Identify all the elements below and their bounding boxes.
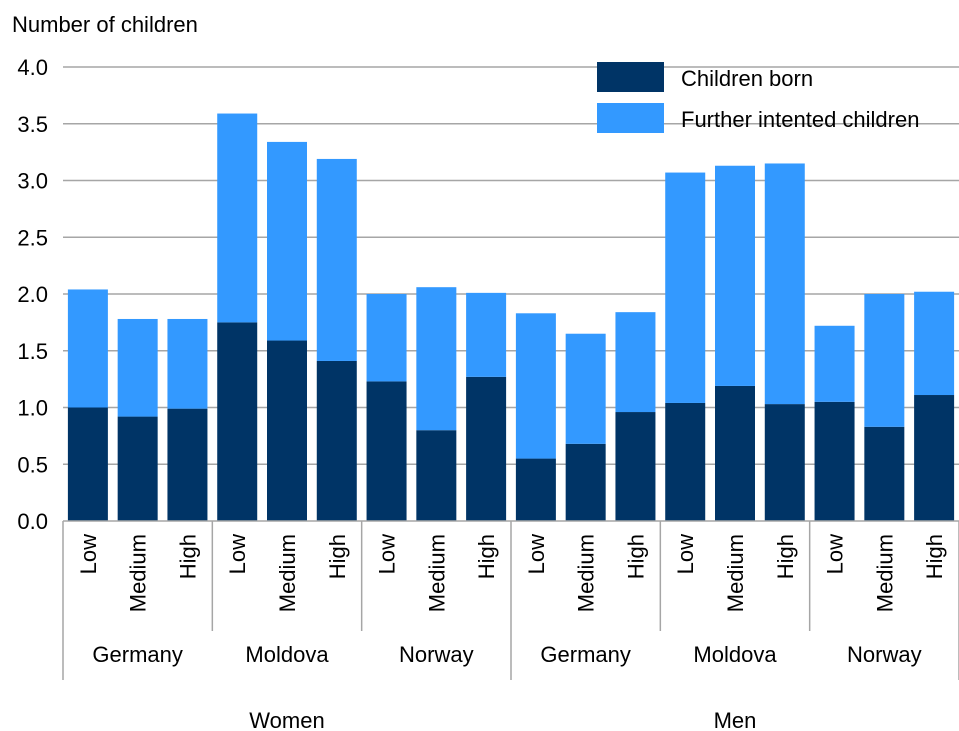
country-label: Norway bbox=[847, 642, 922, 667]
bar-children-born bbox=[117, 416, 158, 521]
bar-further-intended bbox=[665, 172, 706, 403]
y-tick-label: 2.5 bbox=[17, 225, 48, 250]
bar-children-born bbox=[814, 401, 855, 521]
bar-children-born bbox=[914, 395, 955, 521]
y-tick-label: 3.5 bbox=[17, 112, 48, 137]
bar-children-born bbox=[67, 407, 108, 521]
x-tick-label: Medium bbox=[275, 534, 300, 612]
bar-further-intended bbox=[615, 312, 656, 413]
bar-children-born bbox=[416, 430, 457, 521]
x-tick-label: Low bbox=[375, 534, 400, 574]
x-tick-label: Medium bbox=[126, 534, 151, 612]
x-tick-label: Medium bbox=[574, 534, 599, 612]
bar-children-born bbox=[665, 402, 706, 521]
y-tick-label: 1.0 bbox=[17, 396, 48, 421]
bar-further-intended bbox=[515, 313, 556, 459]
country-label: Germany bbox=[540, 642, 630, 667]
x-tick-label: Low bbox=[673, 534, 698, 574]
y-tick-label: 1.5 bbox=[17, 339, 48, 364]
bar-children-born bbox=[366, 381, 407, 521]
bar-children-born bbox=[167, 408, 208, 521]
bar-children-born bbox=[864, 426, 905, 521]
x-tick-label: High bbox=[773, 534, 798, 579]
x-axis: Low Medium High Low Medium High Low Medium High L… bbox=[62, 520, 959, 731]
legend-swatch-children-born bbox=[597, 62, 664, 92]
y-tick-label: 2.0 bbox=[17, 282, 48, 307]
x-tick-label: Medium bbox=[424, 534, 449, 612]
x-tick-label: Low bbox=[823, 534, 848, 574]
y-tick-label: 0.5 bbox=[17, 452, 48, 477]
bar-children-born bbox=[466, 376, 507, 521]
bar-further-intended bbox=[814, 325, 855, 402]
bar-children-born bbox=[515, 458, 556, 521]
bar-further-intended bbox=[466, 292, 507, 377]
bar-children-born bbox=[615, 412, 656, 521]
bar-children-born bbox=[217, 322, 258, 521]
bar-children-born bbox=[764, 404, 805, 521]
sex-label: Women bbox=[249, 708, 324, 731]
x-tick-label: Medium bbox=[872, 534, 897, 612]
bar-children-born bbox=[316, 360, 357, 521]
legend-swatch-further-intended bbox=[597, 103, 664, 133]
x-tick-label: Low bbox=[225, 534, 250, 574]
x-tick-label: Medium bbox=[723, 534, 748, 612]
x-tick-label: High bbox=[175, 534, 200, 579]
y-tick-label: 0.0 bbox=[17, 509, 48, 534]
bar-further-intended bbox=[316, 158, 357, 361]
bar-further-intended bbox=[715, 165, 755, 386]
bar-further-intended bbox=[167, 318, 208, 409]
bar-further-intended bbox=[67, 289, 108, 408]
x-tick-label: High bbox=[623, 534, 648, 579]
y-tick-label: 4.0 bbox=[17, 55, 48, 80]
country-label: Moldova bbox=[245, 642, 329, 667]
y-axis-ticks: 0.0 0.5 1.0 1.5 2.0 2.5 3.0 3.5 4.0 bbox=[17, 55, 48, 534]
x-tick-label: High bbox=[922, 534, 947, 579]
y-tick-label: 3.0 bbox=[17, 169, 48, 194]
bar-further-intended bbox=[764, 163, 805, 405]
legend-label-further-intended: Further intented children bbox=[681, 107, 919, 132]
x-tick-label: High bbox=[474, 534, 499, 579]
bars bbox=[67, 113, 955, 521]
y-axis-label: Number of children bbox=[12, 12, 198, 37]
bar-further-intended bbox=[914, 291, 955, 396]
bar-further-intended bbox=[217, 113, 258, 323]
country-label: Norway bbox=[399, 642, 474, 667]
country-label: Moldova bbox=[693, 642, 777, 667]
bar-further-intended bbox=[416, 287, 457, 431]
bar-further-intended bbox=[864, 294, 905, 427]
x-tick-label: High bbox=[325, 534, 350, 579]
bar-further-intended bbox=[366, 294, 407, 382]
legend-label-children-born: Children born bbox=[681, 66, 813, 91]
x-tick-label: Low bbox=[524, 534, 549, 574]
country-label: Germany bbox=[92, 642, 182, 667]
bar-children-born bbox=[715, 385, 755, 521]
x-tick-label: Low bbox=[76, 534, 101, 574]
gridlines bbox=[63, 66, 959, 465]
bar-children-born bbox=[565, 443, 606, 521]
bar-further-intended bbox=[117, 318, 158, 417]
sex-label: Men bbox=[714, 708, 757, 731]
bar-further-intended bbox=[267, 141, 307, 341]
legend: Children born Further intented children bbox=[597, 62, 919, 133]
bar-further-intended bbox=[565, 333, 606, 444]
bar-children-born bbox=[267, 340, 307, 521]
